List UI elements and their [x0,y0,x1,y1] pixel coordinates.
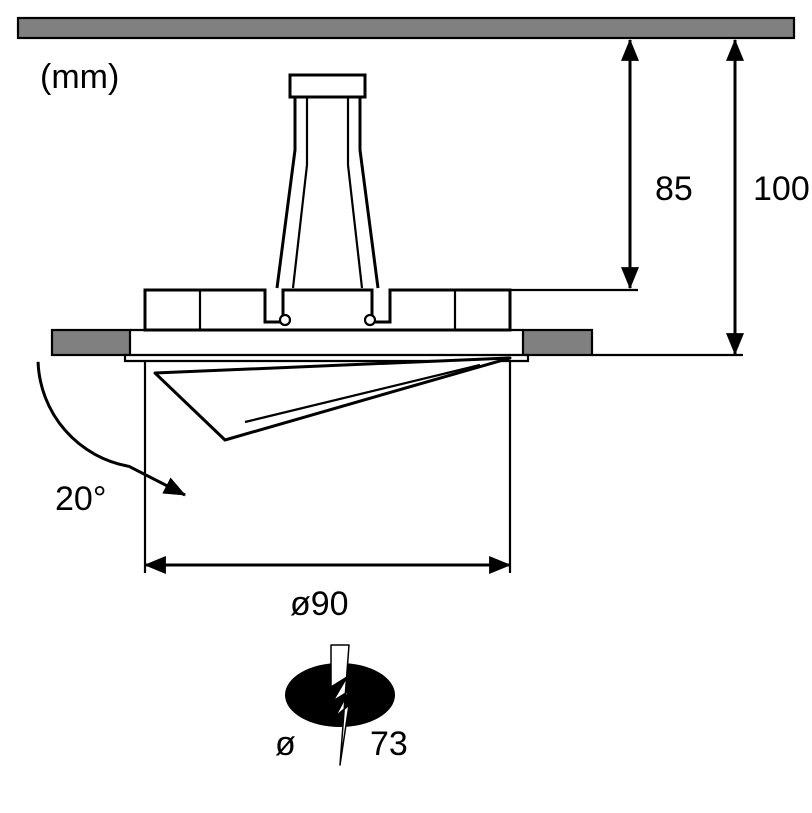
technical-drawing-svg: (mm) 85 100 ø90 20° ø 73 [0,0,812,813]
ceiling-slab [18,18,794,38]
cutout-diameter-value: 73 [370,725,408,763]
diagram-container: { "type": "engineering-dimension-drawing… [0,0,812,813]
ceiling-panel-right [523,330,592,355]
tilt-angle-value: 20° [55,480,106,518]
dim-value-depth-outer: 100 [753,170,810,208]
clip-cap [290,75,365,97]
ceiling-panel-left [52,330,130,355]
dim-value-depth-inner: 85 [655,170,693,208]
unit-label: (mm) [40,58,119,96]
dim-value-diameter: ø90 [290,585,349,623]
cutout-diameter-symbol: ø [275,725,296,763]
spring-clip [277,97,378,288]
